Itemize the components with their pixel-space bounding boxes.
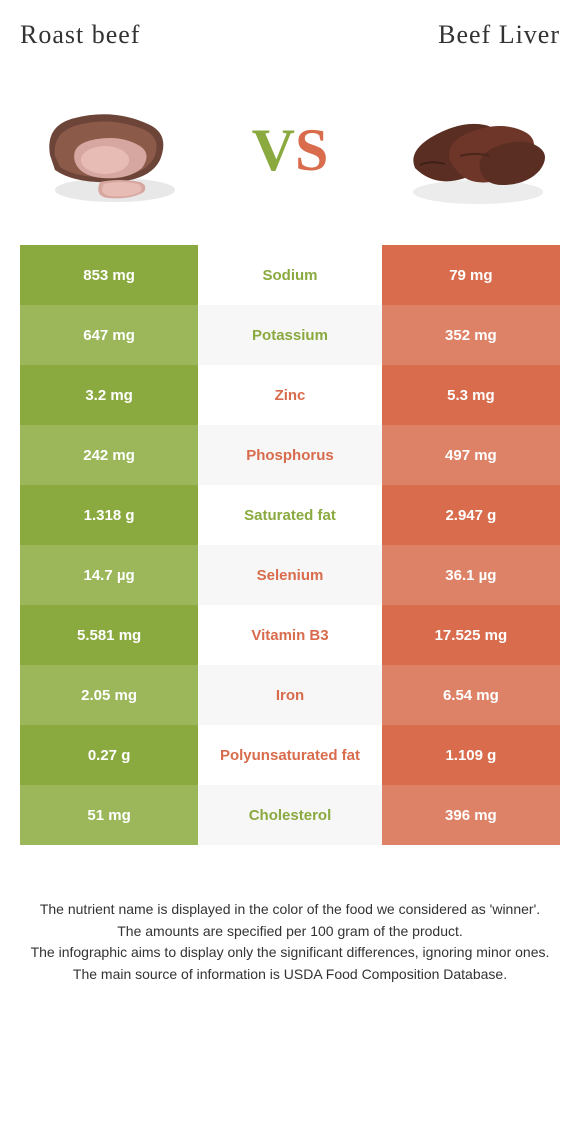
nutrient-name: Potassium — [198, 305, 382, 365]
value-left: 51 mg — [20, 785, 198, 845]
nutrient-name: Polyunsaturated fat — [198, 725, 382, 785]
value-right: 352 mg — [382, 305, 560, 365]
table-row: 14.7 µgSelenium36.1 µg — [20, 545, 560, 605]
nutrient-name: Zinc — [198, 365, 382, 425]
footer-notes: The nutrient name is displayed in the co… — [20, 900, 560, 984]
nutrient-name: Cholesterol — [198, 785, 382, 845]
nutrient-name: Saturated fat — [198, 485, 382, 545]
table-row: 0.27 gPolyunsaturated fat1.109 g — [20, 725, 560, 785]
value-right: 36.1 µg — [382, 545, 560, 605]
value-left: 647 mg — [20, 305, 198, 365]
table-row: 1.318 gSaturated fat2.947 g — [20, 485, 560, 545]
table-row: 2.05 mgIron6.54 mg — [20, 665, 560, 725]
table-row: 3.2 mgZinc5.3 mg — [20, 365, 560, 425]
footer-line: The infographic aims to display only the… — [30, 943, 550, 963]
value-right: 5.3 mg — [382, 365, 560, 425]
title-row: Roast beef Beef Liver — [20, 20, 560, 50]
value-right: 497 mg — [382, 425, 560, 485]
footer-line: The nutrient name is displayed in the co… — [30, 900, 550, 920]
nutrient-name: Selenium — [198, 545, 382, 605]
value-left: 3.2 mg — [20, 365, 198, 425]
footer-line: The main source of information is USDA F… — [30, 965, 550, 985]
table-row: 853 mgSodium79 mg — [20, 245, 560, 305]
value-left: 853 mg — [20, 245, 198, 305]
nutrient-name: Iron — [198, 665, 382, 725]
value-right: 1.109 g — [382, 725, 560, 785]
nutrient-name: Sodium — [198, 245, 382, 305]
vs-label: VS — [252, 116, 329, 185]
food-image-right — [390, 90, 560, 210]
nutrient-table: 853 mgSodium79 mg647 mgPotassium352 mg3.… — [20, 245, 560, 845]
value-right: 6.54 mg — [382, 665, 560, 725]
value-right: 2.947 g — [382, 485, 560, 545]
value-right: 396 mg — [382, 785, 560, 845]
nutrient-name: Vitamin B3 — [198, 605, 382, 665]
nutrient-name: Phosphorus — [198, 425, 382, 485]
food-title-left: Roast beef — [20, 20, 140, 50]
table-row: 647 mgPotassium352 mg — [20, 305, 560, 365]
footer-line: The amounts are specified per 100 gram o… — [30, 922, 550, 942]
food-title-right: Beef Liver — [438, 20, 560, 50]
vs-v: V — [252, 117, 295, 183]
vs-row: VS — [20, 90, 560, 210]
value-left: 5.581 mg — [20, 605, 198, 665]
value-right: 79 mg — [382, 245, 560, 305]
value-right: 17.525 mg — [382, 605, 560, 665]
value-left: 0.27 g — [20, 725, 198, 785]
value-left: 14.7 µg — [20, 545, 198, 605]
table-row: 5.581 mgVitamin B317.525 mg — [20, 605, 560, 665]
value-left: 242 mg — [20, 425, 198, 485]
value-left: 1.318 g — [20, 485, 198, 545]
vs-s: S — [295, 117, 328, 183]
table-row: 242 mgPhosphorus497 mg — [20, 425, 560, 485]
value-left: 2.05 mg — [20, 665, 198, 725]
food-image-left — [20, 90, 190, 210]
table-row: 51 mgCholesterol396 mg — [20, 785, 560, 845]
